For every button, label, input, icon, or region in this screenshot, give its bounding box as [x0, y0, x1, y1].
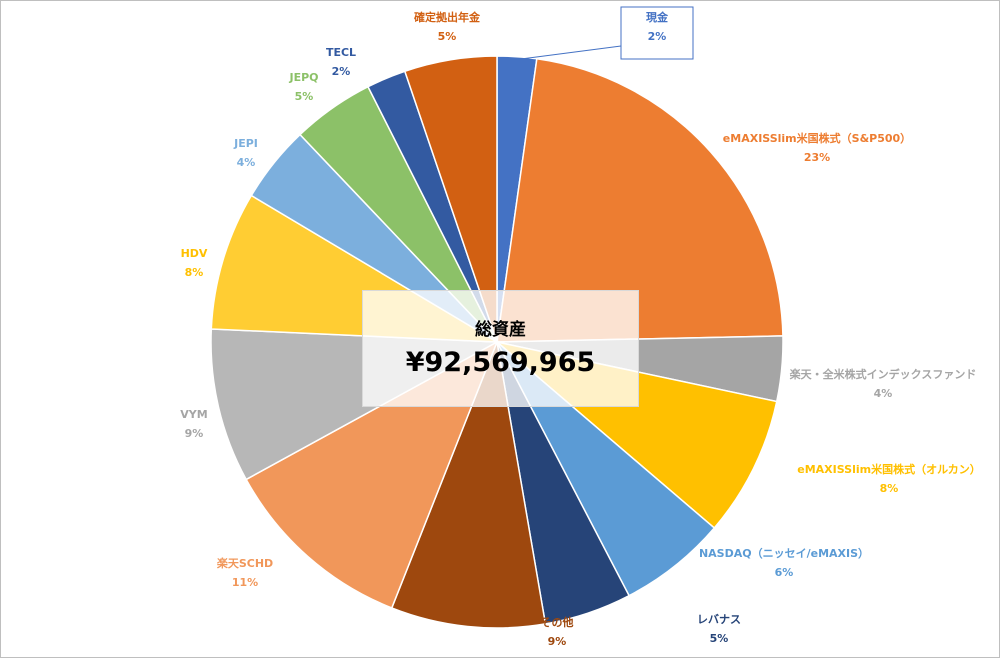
slice-percent-label: 9%	[548, 635, 567, 648]
slice-percent-label: 4%	[874, 387, 893, 400]
slice-percent-label: 11%	[232, 576, 258, 589]
pie-slice-7	[390, 339, 547, 629]
slice-label: JEPQ	[288, 71, 318, 84]
slice-percent-label: 5%	[295, 90, 314, 103]
slice-label: NASDAQ（ニッセイ/eMAXIS）	[699, 547, 869, 560]
slice-label: eMAXISSlim米国株式（オルカン）	[797, 462, 981, 476]
slice-percent-label: 5%	[710, 632, 729, 645]
slice-percent-label: 8%	[880, 482, 899, 495]
pie-slice-14	[403, 55, 498, 343]
slice-label: TECL	[326, 46, 356, 59]
total-assets-value: ¥92,569,965	[405, 347, 596, 378]
callout-box	[620, 6, 694, 60]
slice-percent-label: 23%	[804, 151, 830, 164]
slice-percent-label: 6%	[775, 566, 794, 579]
slice-percent-label: 4%	[237, 156, 256, 169]
slice-label: VYM	[180, 408, 207, 421]
slice-label: HDV	[181, 247, 208, 260]
slice-label: その他	[541, 615, 574, 629]
pie-slice-2	[496, 57, 784, 343]
slice-label: 現金	[646, 10, 669, 24]
slice-label: 確定拠出年金	[414, 10, 481, 24]
slice-percent-label: 2%	[648, 30, 667, 43]
total-assets-title: 総資産	[475, 320, 526, 340]
slice-percent-label: 9%	[185, 427, 204, 440]
total-assets-box: 総資産 ¥92,569,965	[362, 290, 639, 407]
pie-slice-8	[245, 340, 499, 609]
slice-percent-label: 5%	[438, 30, 457, 43]
slice-percent-label: 8%	[185, 266, 204, 279]
slice-percent-label: 2%	[332, 65, 351, 78]
slice-label: レバナス	[697, 613, 741, 626]
slice-label: eMAXISSlim米国株式（S&P500）	[723, 131, 911, 145]
slice-label: JEPI	[233, 137, 258, 150]
slice-label: 楽天・全米株式インデックスファンド	[789, 367, 977, 381]
callout-leader-line	[520, 45, 622, 60]
slice-label: 楽天SCHD	[216, 556, 273, 570]
